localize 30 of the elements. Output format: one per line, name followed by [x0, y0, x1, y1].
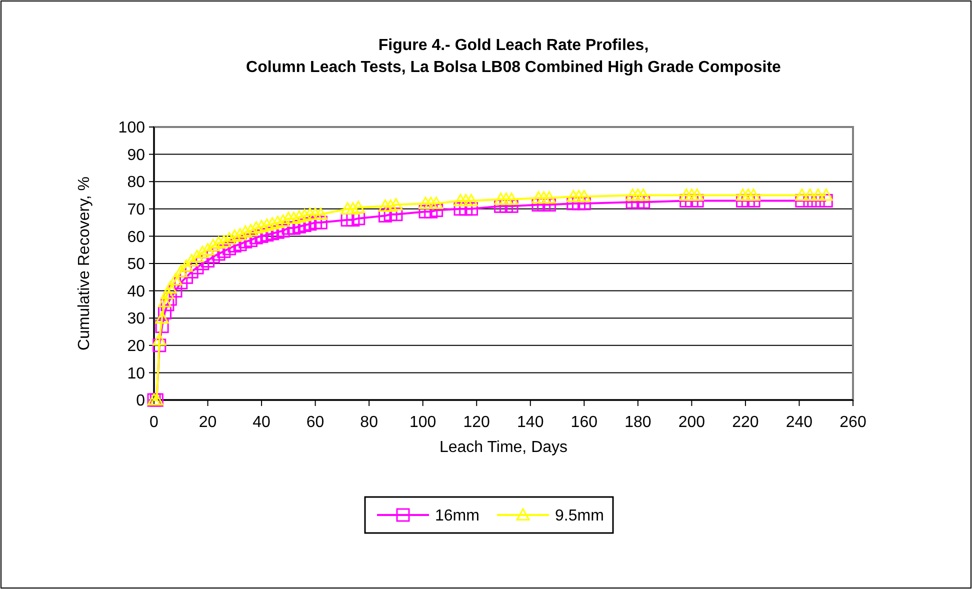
y-tick-label: 30	[127, 310, 146, 328]
y-tick-label: 70	[127, 202, 146, 218]
chart-title: Figure 4.- Gold Leach Rate Profiles, Column Leach Tests, La Bolsa LB08 Combined High Grade Composite	[246, 37, 782, 76]
x-tick-label: 260	[840, 414, 866, 431]
x-tick-label: 120	[463, 414, 490, 431]
x-axis-title: Leach Time, Days	[439, 439, 568, 456]
y-tick-label: 90	[127, 146, 146, 164]
y-tick-label: 80	[127, 174, 146, 192]
x-tick-label: 40	[252, 414, 271, 431]
x-tick-label: 200	[678, 414, 706, 431]
y-tick-label: 60	[127, 228, 146, 246]
y-tick-label: 10	[127, 365, 146, 382]
y-tick-label: 20	[127, 338, 146, 355]
y-axis-title: Cumulative Recovery, %	[76, 176, 93, 350]
x-tick-label: 240	[786, 414, 813, 431]
y-tick-label: 50	[127, 256, 146, 274]
x-tick-label: 80	[360, 414, 378, 431]
x-tick-label: 180	[624, 414, 652, 431]
y-tick-label: 0	[136, 392, 146, 410]
x-tick-label: 100	[409, 414, 436, 431]
legend-label: 9.5mm	[555, 508, 604, 525]
y-tick-label: 100	[118, 120, 146, 137]
legend-label: 16mm	[435, 508, 480, 525]
y-tick-label: 40	[127, 283, 146, 300]
x-tick-label: 160	[570, 414, 598, 431]
x-tick-label: 20	[198, 414, 217, 431]
x-tick-label: 220	[732, 414, 759, 431]
x-tick-label: 60	[306, 414, 324, 431]
x-tick-label: 0	[150, 414, 159, 431]
x-tick-label: 140	[517, 414, 544, 431]
